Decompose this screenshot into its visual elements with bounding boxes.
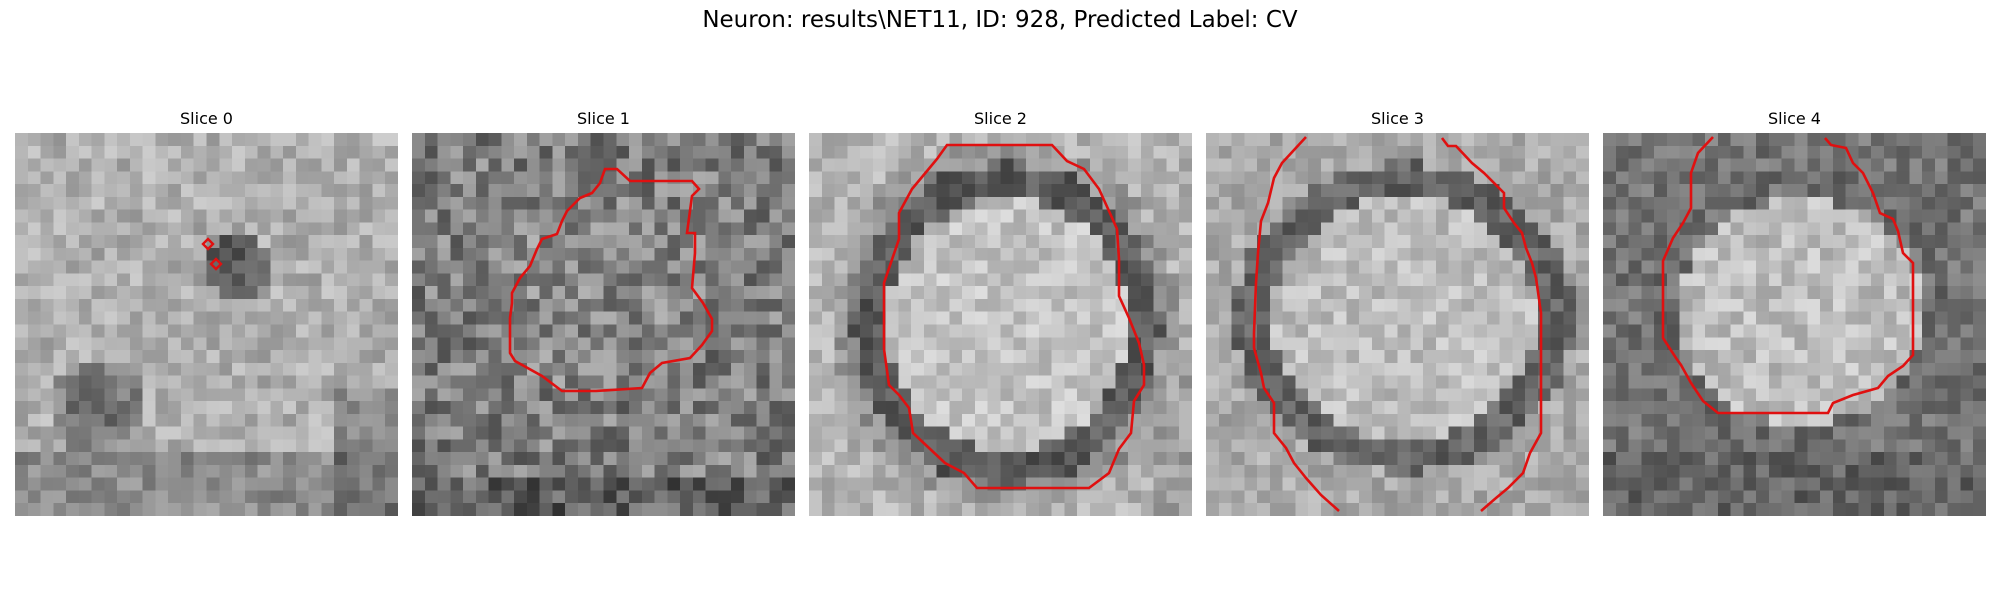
slice-panel-2: Slice 2: [809, 109, 1192, 516]
contour-1: [508, 167, 714, 393]
contour-overlay-4: [1661, 136, 1915, 415]
contour-0b: [209, 257, 223, 271]
contour-4: [1661, 136, 1915, 415]
slice-title-3: Slice 3: [1371, 109, 1424, 128]
slice-panel-0: Slice 0: [15, 109, 398, 516]
contour-0a: [201, 237, 215, 251]
contour-overlay-0: [201, 237, 223, 271]
slice-title-2: Slice 2: [974, 109, 1027, 128]
grayscale-image-1: [412, 133, 795, 516]
slice-title-4: Slice 4: [1768, 109, 1821, 128]
contour-overlay-3: [1252, 136, 1543, 512]
contour-overlay-1: [508, 167, 714, 393]
figure-title: Neuron: results\NET11, ID: 928, Predicte…: [702, 7, 1298, 33]
grayscale-image-4: [1603, 133, 1986, 516]
slice-panel-4: Slice 4: [1603, 109, 1986, 516]
slice-title-1: Slice 1: [577, 109, 630, 128]
contour-overlay-2: [882, 143, 1146, 490]
contour-2: [882, 143, 1146, 490]
contour-3-right: [1440, 137, 1543, 512]
slice-title-0: Slice 0: [180, 109, 233, 128]
grayscale-image-2: [809, 133, 1192, 516]
contour-3-left: [1252, 136, 1340, 512]
slice-panel-1: Slice 1: [412, 109, 795, 516]
slice-panel-3: Slice 3: [1206, 109, 1589, 516]
grayscale-image-0: [15, 133, 398, 516]
